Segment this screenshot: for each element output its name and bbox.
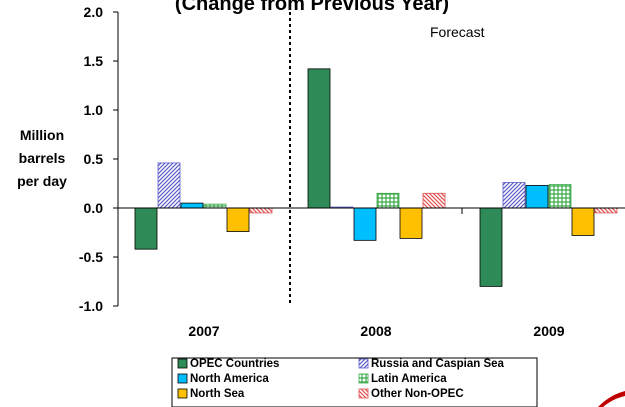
y-tick-label: 2.0	[84, 4, 104, 20]
y-tick-label: -0.5	[79, 249, 103, 265]
legend-swatch	[358, 373, 369, 384]
bar	[307, 68, 331, 209]
bar	[134, 207, 158, 250]
bar	[180, 202, 204, 209]
bar	[249, 207, 273, 214]
legend-label: Other Non-OPEC	[371, 388, 464, 400]
y-tick-label: 1.5	[84, 53, 104, 69]
y-axis-label-line: Million	[20, 127, 64, 143]
bar	[479, 207, 503, 287]
legend-label: Latin America	[371, 373, 447, 385]
legend-swatch	[177, 358, 188, 369]
legend-label: OPEC Countries	[190, 358, 279, 370]
y-tick-label: 0.5	[84, 151, 104, 167]
legend-label: North Sea	[190, 388, 245, 400]
forecast-annotation: Forecast	[430, 24, 485, 40]
chart-title: (Change from Previous Year)	[175, 0, 449, 15]
category-label: 2007	[188, 323, 219, 339]
legend-swatch	[177, 373, 188, 384]
category-label: 2009	[533, 323, 564, 339]
y-tick-label: 0.0	[84, 200, 104, 216]
bar	[399, 207, 423, 239]
bar	[548, 184, 572, 209]
legend-swatch	[358, 358, 369, 369]
bar	[594, 207, 618, 214]
bar	[226, 207, 250, 232]
legend-swatch	[358, 388, 369, 399]
legend-box	[171, 357, 538, 407]
y-axis: 2.0 1.5 1.0 0.5 0.0 -0.5 -1.0	[79, 4, 119, 314]
bar	[422, 192, 446, 209]
category-label: 2008	[360, 323, 391, 339]
legend-swatch	[177, 388, 188, 399]
bar	[353, 207, 377, 241]
y-tick-label: 1.0	[84, 102, 104, 118]
y-axis-label: Million barrels per day	[17, 127, 67, 189]
y-axis-label-line: per day	[17, 173, 67, 189]
bar	[502, 182, 526, 209]
bar	[203, 203, 227, 209]
legend: OPEC Countries Russia and Caspian Sea Nort…	[171, 357, 538, 407]
bar	[376, 192, 400, 209]
bar	[157, 162, 181, 209]
logo-swoosh	[598, 391, 625, 407]
legend-label: North America	[190, 373, 269, 385]
legend-label: Russia and Caspian Sea	[371, 358, 505, 370]
bar	[571, 207, 595, 236]
y-axis-label-line: barrels	[19, 150, 66, 166]
bar	[525, 185, 549, 209]
bars	[134, 68, 618, 287]
y-tick-label: -1.0	[79, 298, 103, 314]
x-axis: 2007 2008 2009	[118, 207, 625, 339]
